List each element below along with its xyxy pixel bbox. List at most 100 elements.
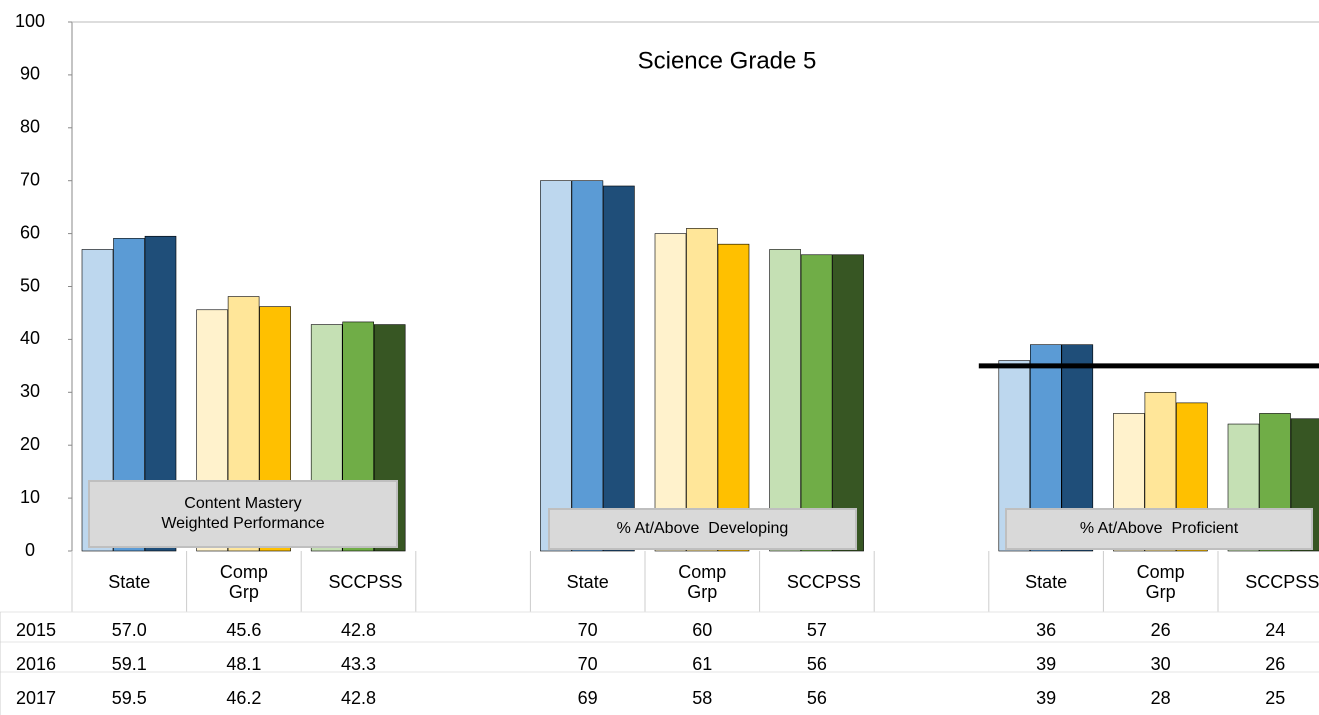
table-value: 69 [530,683,645,713]
text: 59.5 [111,688,147,708]
y-tick-label: 90 [20,64,40,84]
text: 26 [1150,620,1171,640]
group-label-line: % At/Above Developing [616,520,789,537]
text: 46.2 [226,688,262,708]
y-tick-label: 0 [25,540,35,560]
text: 70 [577,654,598,674]
table-value: 26 [1103,615,1218,645]
table-value: 58 [645,683,760,713]
table-value: 39 [989,649,1104,679]
text: 30 [1150,654,1171,674]
y-tick-label: 30 [20,381,40,401]
text: 25 [1265,688,1286,708]
text: 61 [692,654,713,674]
text: 36 [1036,620,1057,640]
bar [800,254,833,552]
table-value: 25 [1218,683,1319,713]
group-label-line: Content Mastery [184,495,302,512]
text: SCCPSS [786,571,861,592]
text: SCCPSS [328,571,403,592]
text: 2017 [15,688,57,708]
group-label-line: % At/Above Proficient [1079,520,1239,537]
table-value: 59.1 [72,649,187,679]
y-tick-label: 60 [20,222,40,242]
chart-title: Science Grade 5 [638,47,817,74]
text: 57 [806,620,827,640]
category-label: State [530,551,645,612]
category-label: Comp Grp [187,551,302,612]
text: 39 [1036,654,1057,674]
bar [686,228,718,552]
table-value: 61 [645,649,760,679]
y-tick-label: 70 [20,169,40,189]
table-value: 70 [530,649,645,679]
category-label: State [989,551,1104,612]
text: 45.6 [226,620,262,640]
bar [832,254,864,552]
text: 57.0 [111,620,147,640]
category-label: SCCPSS [301,551,416,612]
category-label: SCCPSS [760,551,875,612]
text: 28 [1150,688,1171,708]
table-value: 60 [645,615,760,645]
bar [603,185,635,552]
text: 26 [1265,654,1286,674]
table-value: 59.5 [72,683,187,713]
text: 42.8 [340,620,376,640]
text: 2016 [15,654,57,674]
text: 70 [577,620,598,640]
table-value: 36 [989,615,1104,645]
table-value: 57 [760,615,875,645]
text: 42.8 [340,688,376,708]
text: Comp Grp [678,561,727,602]
category-label: SCCPSS [1218,551,1319,612]
text: 60 [692,620,713,640]
table-value: 45.6 [187,615,302,645]
table-value: 42.8 [301,683,416,713]
text: State [1025,571,1068,592]
text: 56 [806,654,827,674]
year-label: 2017 [0,683,72,713]
y-tick-label: 20 [20,434,40,454]
y-tick-label: 100 [15,11,45,31]
category-label: State [72,551,187,612]
table-value: 26 [1218,649,1319,679]
table-value: 56 [760,649,875,679]
table-value: 42.8 [301,615,416,645]
table-value: 39 [989,683,1104,713]
group-label: Content Mastery Weighted Performance [88,480,398,548]
bar [571,180,604,552]
category-label: Comp Grp [1103,551,1218,612]
text: 43.3 [340,654,376,674]
year-label: 2015 [0,615,72,645]
text: Comp Grp [219,561,268,602]
table-value: 28 [1103,683,1218,713]
table-value: 24 [1218,615,1319,645]
group-label-line: Weighted Performance [161,515,325,532]
table-value: 30 [1103,649,1218,679]
bar [717,243,750,552]
year-label: 2016 [0,649,72,679]
text: State [566,571,609,592]
category-label: Comp Grp [645,551,760,612]
y-tick-label: 10 [20,487,40,507]
bar [769,249,801,552]
bar [540,180,572,552]
text: State [108,571,151,592]
text: Comp Grp [1136,561,1185,602]
text: 48.1 [226,654,262,674]
table-value: 56 [760,683,875,713]
text: 39 [1036,688,1057,708]
text: 24 [1265,620,1286,640]
text: SCCPSS [1245,571,1319,592]
text: 69 [577,688,598,708]
group-label: % At/Above Developing [548,508,857,550]
text: 2015 [15,620,57,640]
bar [654,233,687,552]
table-value: 48.1 [187,649,302,679]
text: 58 [692,688,713,708]
y-tick-label: 50 [20,275,40,295]
table-value: 70 [530,615,645,645]
table-value: 43.3 [301,649,416,679]
